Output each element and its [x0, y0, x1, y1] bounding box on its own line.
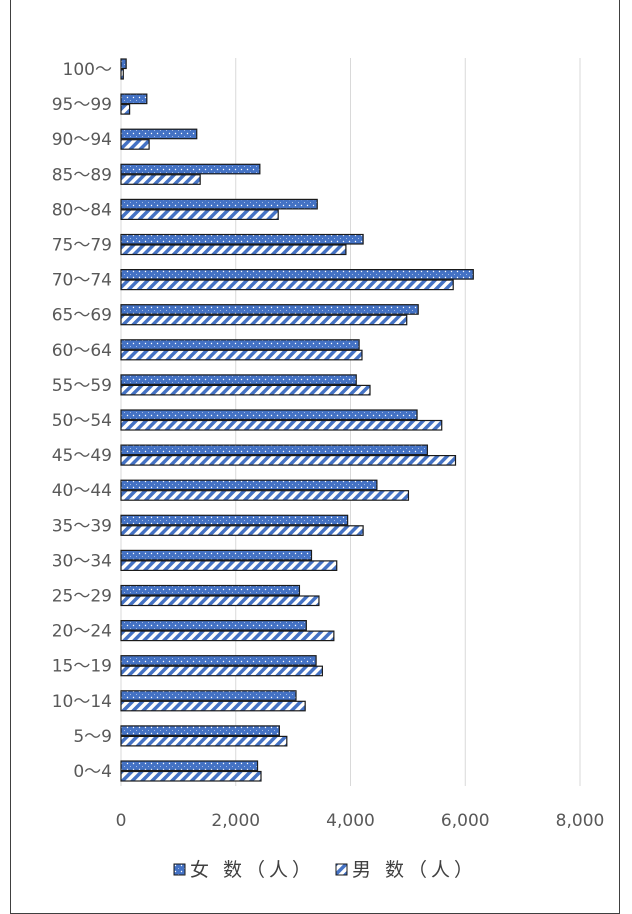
bar-female	[120, 58, 127, 70]
bar-male	[120, 139, 150, 150]
bar-female	[120, 339, 360, 350]
bar-male	[120, 209, 279, 220]
y-tick-label: 100～	[63, 60, 112, 80]
y-tick-label: 5～9	[73, 727, 112, 747]
y-tick-label: 80～84	[52, 200, 112, 220]
bar-female	[120, 163, 261, 175]
x-tick-label: 8,000	[556, 811, 605, 831]
bar-female	[120, 760, 259, 772]
y-tick-label: 10～14	[52, 692, 112, 712]
bar-male	[120, 384, 371, 396]
bar-male	[120, 68, 124, 80]
bar-female	[120, 479, 378, 491]
y-tick-label: 25～29	[52, 587, 112, 607]
bar-male	[120, 419, 443, 431]
legend-label-male: 男 数（人）	[352, 859, 477, 881]
y-tick-label: 55～59	[52, 376, 112, 396]
legend-swatch-male	[335, 863, 348, 876]
bar-male	[120, 349, 363, 361]
bar-female	[120, 233, 364, 245]
bar-male	[120, 455, 457, 466]
bar-female	[120, 619, 307, 631]
y-tick-label: 70～74	[52, 271, 112, 291]
bars	[120, 58, 474, 782]
y-tick-label: 30～34	[52, 551, 112, 571]
y-tick-label: 40～44	[52, 481, 112, 501]
y-tick-label: 50～54	[52, 411, 112, 431]
bar-female	[120, 198, 318, 210]
legend-label-female: 女 数（人）	[190, 859, 315, 881]
bar-female	[120, 444, 428, 456]
bar-male	[120, 279, 454, 291]
bar-female	[120, 374, 357, 385]
bar-male	[120, 244, 347, 256]
x-tick-label: 0	[116, 811, 127, 831]
bar-male	[120, 770, 262, 782]
y-tick-label: 65～69	[52, 306, 112, 326]
y-tick-label: 60～64	[52, 341, 112, 361]
bar-female	[120, 549, 313, 561]
bar-male	[120, 174, 201, 185]
bar-female	[120, 93, 148, 105]
x-tick-label: 2,000	[211, 811, 260, 831]
bar-male	[120, 560, 338, 572]
y-tick-label: 85～89	[52, 165, 112, 185]
bar-female	[120, 584, 301, 596]
y-tick-label: 95～99	[52, 95, 112, 115]
bar-female	[120, 514, 349, 526]
bar-male	[120, 103, 131, 115]
y-tick-label: 0～4	[73, 762, 112, 782]
y-tick-label: 75～79	[52, 236, 112, 256]
bar-female	[120, 269, 474, 280]
bar-female	[120, 128, 198, 140]
bar-male	[120, 665, 323, 677]
legend-swatch-female	[173, 863, 186, 876]
bar-female	[120, 725, 280, 737]
bar-male	[120, 314, 408, 326]
legend: 女 数（人） 男 数（人）	[173, 859, 477, 881]
bar-male	[120, 595, 320, 607]
y-tick-label: 35～39	[52, 516, 112, 536]
y-tick-label: 15～19	[52, 657, 112, 677]
y-tick-label: 45～49	[52, 446, 112, 466]
x-tick-label: 4,000	[326, 811, 375, 831]
bar-male	[120, 490, 410, 501]
bar-female	[120, 304, 419, 315]
bar-male	[120, 735, 288, 747]
bar-male	[120, 525, 364, 536]
axis-labels: 0 2,000 4,000 6,000 8,000 0～4 5～9 10～14 15～19 20～…	[52, 60, 605, 831]
bar-male	[120, 700, 306, 712]
y-tick-label: 90～94	[52, 130, 112, 150]
y-tick-label: 20～24	[52, 622, 112, 642]
bar-female	[120, 409, 418, 421]
bar-female	[120, 655, 317, 666]
bar-male	[120, 630, 335, 642]
bar-female	[120, 690, 297, 701]
x-tick-label: 6,000	[441, 811, 490, 831]
